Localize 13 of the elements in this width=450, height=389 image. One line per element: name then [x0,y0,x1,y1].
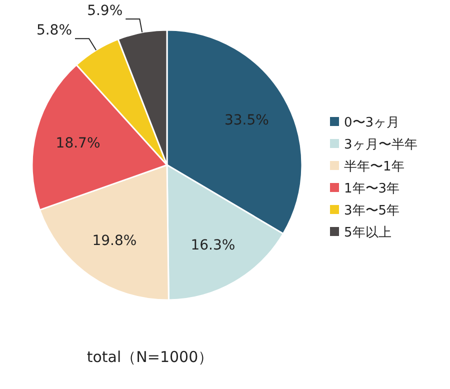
legend-label: 3ヶ月〜半年 [344,138,418,153]
legend-label: 0〜3ヶ月 [344,116,400,131]
data-label: 18.7% [56,135,100,152]
legend-label: 半年〜1年 [344,160,404,175]
data-label: 5.9% [87,3,123,20]
data-label: 5.8% [36,22,72,39]
data-label: 19.8% [92,233,137,250]
text: total（N=1000） [86,348,214,366]
legend-label: 5年以上 [344,226,392,241]
legend-label: 1年〜3年 [344,182,400,197]
legend-label: 3年〜5年 [344,204,400,219]
data-label: 33.5% [224,112,269,128]
data-label: 16.3% [190,237,236,254]
